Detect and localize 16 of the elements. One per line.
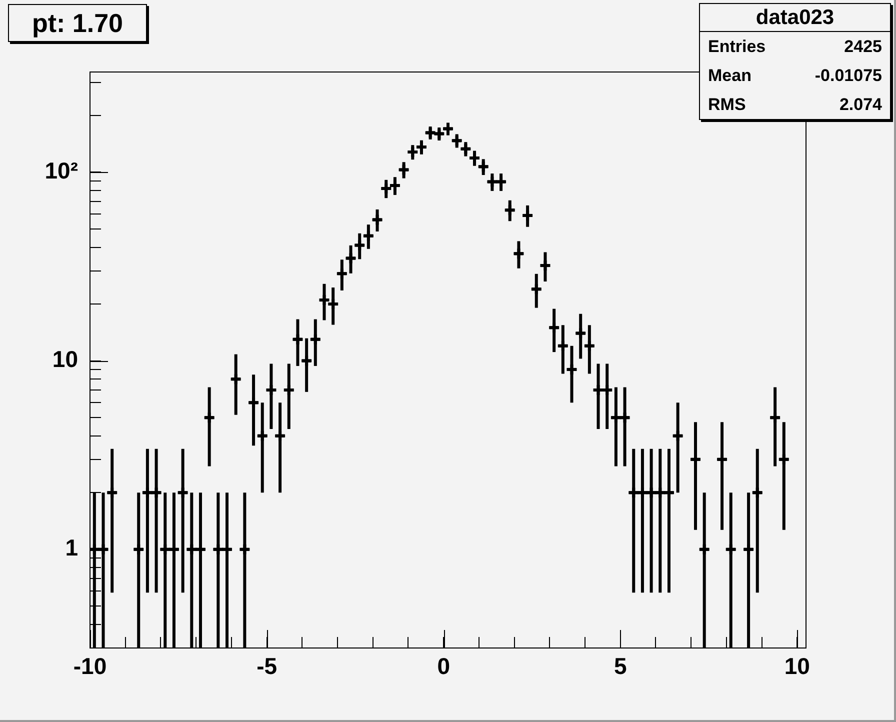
x-tick-label: -5 xyxy=(256,653,278,680)
text: data023 xyxy=(700,4,890,32)
x-tick-label: 0 xyxy=(437,653,450,680)
text: 2425 xyxy=(844,36,882,58)
chart-title: pt: 1.70 xyxy=(8,4,147,42)
annotation: RMS xyxy=(708,94,746,116)
x-tick-label: 10 xyxy=(784,653,810,680)
text: Entries xyxy=(708,36,766,58)
x-tick-label: -10 xyxy=(73,653,107,680)
annotation: Mean xyxy=(708,65,752,87)
x-tick-label: 5 xyxy=(614,653,627,680)
text: -0.01075 xyxy=(814,65,882,87)
y-tick-label: 1 xyxy=(65,534,78,561)
text: 2.074 xyxy=(839,94,882,116)
y-tick-label: 10 xyxy=(52,346,78,372)
y-tick-label: 10² xyxy=(44,158,78,184)
